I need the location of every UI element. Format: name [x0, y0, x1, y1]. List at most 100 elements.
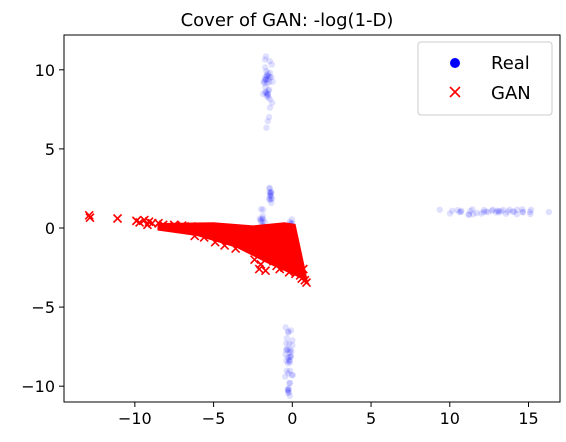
gan-point [190, 231, 200, 241]
real-point [454, 206, 461, 214]
real-point [265, 86, 273, 93]
y-tick-label: 0 [45, 219, 55, 238]
real-point [265, 113, 273, 121]
real-point [489, 206, 497, 213]
real-point [526, 208, 534, 216]
real-point [449, 207, 456, 214]
real-point [478, 210, 485, 217]
real-point [263, 73, 271, 80]
real-point [482, 208, 490, 215]
real-point [262, 88, 269, 95]
real-point [259, 216, 267, 223]
real-point [286, 367, 294, 374]
real-point [261, 56, 269, 63]
real-point [498, 208, 505, 215]
real-point [259, 212, 267, 220]
chart-title: Cover of GAN: -log(1-D) [181, 10, 394, 31]
real-point [282, 351, 289, 358]
real-point [264, 70, 272, 77]
real-point [267, 189, 274, 197]
real-point [263, 124, 270, 131]
real-point [259, 215, 266, 222]
real-point [261, 76, 268, 84]
real-point [484, 208, 492, 216]
real-point [260, 78, 267, 85]
real-point [263, 79, 271, 87]
real-point [502, 210, 510, 217]
real-point [494, 207, 501, 214]
real-point [262, 83, 269, 91]
real-point [262, 75, 270, 83]
real-point [266, 185, 273, 192]
real-point [519, 209, 527, 216]
real-point [266, 184, 273, 192]
real-point [264, 91, 271, 99]
real-point [267, 189, 275, 196]
real-point [285, 389, 293, 396]
real-point [285, 329, 292, 336]
real-point [495, 209, 502, 216]
legend-label-real: Real [491, 53, 530, 74]
real-point [285, 386, 292, 394]
real-point [545, 208, 553, 216]
real-point [268, 61, 276, 68]
gan-point [172, 223, 182, 233]
real-point [259, 218, 266, 226]
gan-point [135, 217, 145, 228]
gan-point [213, 226, 223, 236]
real-point [284, 346, 292, 354]
real-point [284, 389, 292, 396]
real-point [283, 357, 290, 364]
real-point [284, 370, 292, 377]
legend-marker-real [450, 58, 460, 68]
gan-point [210, 237, 220, 247]
real-point [510, 208, 518, 216]
real-point [289, 342, 296, 349]
real-point [266, 104, 274, 111]
x-tick-label: 0 [287, 409, 297, 428]
y-tick-label: −10 [21, 377, 55, 396]
x-tick-label: 15 [518, 409, 538, 428]
real-point [473, 209, 480, 217]
real-point [436, 206, 443, 213]
real-point [287, 353, 294, 361]
real-point [456, 208, 463, 216]
real-point [284, 359, 292, 367]
real-point [267, 190, 274, 198]
real-point [266, 96, 274, 103]
real-point [263, 68, 270, 75]
legend-box [417, 41, 553, 116]
real-point [265, 195, 273, 202]
real-point [265, 72, 272, 79]
real-point [268, 199, 275, 207]
real-point [284, 387, 292, 394]
real-point [261, 64, 269, 71]
gan-point [142, 220, 153, 230]
real-point [286, 359, 294, 366]
real-point [266, 69, 274, 76]
real-point [268, 188, 275, 196]
real-point [266, 73, 274, 81]
real-point [264, 90, 272, 98]
real-point [284, 386, 291, 393]
real-point [287, 327, 295, 334]
real-point [266, 57, 274, 65]
y-tick-label: −5 [31, 298, 55, 317]
real-point [488, 207, 496, 214]
real-point [282, 324, 289, 331]
real-point [506, 206, 513, 213]
real-point [458, 207, 465, 215]
real-point [262, 73, 269, 81]
y-tick-label: 5 [45, 140, 55, 159]
gan-point [294, 258, 304, 268]
legend-marker-gan [449, 86, 461, 98]
real-point [286, 379, 294, 387]
real-point [519, 208, 526, 216]
real-point [469, 211, 477, 218]
real-point [286, 349, 294, 356]
real-point [263, 92, 270, 100]
real-point [267, 196, 275, 203]
gan-point [298, 264, 308, 274]
real-point [480, 206, 488, 214]
